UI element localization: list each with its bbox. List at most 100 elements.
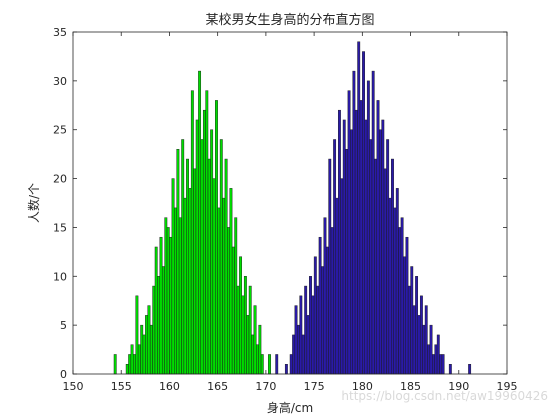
histogram-bar-0: [258, 324, 262, 375]
histogram-bar-0: [130, 344, 134, 375]
histogram-bar-0: [166, 227, 170, 375]
histogram-bar-1: [289, 354, 293, 375]
x-axis-label: 身高/cm: [267, 400, 313, 415]
watermark-text: https://blog.csdn.net/aw19960426: [341, 389, 548, 403]
histogram-bar-1: [292, 334, 296, 375]
histogram-bar-1: [403, 256, 406, 375]
histogram-bar-0: [217, 207, 221, 375]
histogram-bar-1: [371, 70, 375, 375]
histogram-bar-1: [427, 344, 431, 375]
histogram-bar-1: [304, 285, 308, 375]
histogram-bar-0: [188, 188, 192, 375]
histogram-bar-1: [340, 178, 344, 375]
histogram-bar-0: [215, 100, 218, 375]
histogram-bar-0: [190, 90, 194, 375]
histogram-bar-0: [256, 344, 259, 375]
x-tick-label: 160: [159, 380, 180, 393]
histogram-bar-1: [369, 139, 373, 375]
histogram-bar-0: [147, 305, 151, 375]
histogram-bar-0: [253, 305, 257, 375]
histogram-bar-1: [294, 305, 298, 375]
histogram-bar-1: [328, 158, 332, 375]
histogram-bar-1: [318, 236, 322, 375]
histogram-bar-1: [398, 227, 402, 375]
histogram-bar-0: [229, 188, 233, 375]
histogram-bar-0: [207, 158, 211, 375]
histogram-bar-1: [321, 266, 324, 375]
histogram-bar-1: [323, 217, 327, 375]
histogram-bar-0: [227, 227, 230, 375]
y-tick-label: 15: [53, 221, 67, 234]
histogram-bar-0: [195, 119, 199, 375]
histogram-bar-1: [275, 354, 279, 375]
histogram-bar-0: [169, 236, 173, 375]
histogram-bar-1: [354, 109, 358, 375]
x-tick-label: 155: [111, 380, 132, 393]
histogram-bar-1: [301, 334, 305, 375]
y-tick-label: 25: [53, 124, 67, 137]
histogram-bar-1: [468, 364, 472, 375]
histogram-bar-0: [236, 285, 240, 375]
histogram-bar-0: [125, 364, 129, 375]
histogram-bar-1: [352, 70, 356, 375]
histogram-bar-1: [350, 129, 353, 375]
histogram-bar-0: [178, 217, 182, 375]
histogram-bar-1: [309, 276, 312, 375]
histogram-bar-0: [251, 334, 255, 375]
histogram-bar-0: [241, 295, 245, 375]
histogram-bar-1: [405, 236, 409, 375]
histogram-bar-1: [316, 285, 320, 375]
y-tick-label: 35: [53, 26, 67, 39]
histogram-bar-1: [432, 354, 435, 375]
y-axis-label: 人数/个: [26, 183, 41, 223]
chart-title: 某校男女生身高的分布直方图: [205, 12, 374, 28]
histogram-bar-1: [333, 139, 337, 375]
histogram-bar-0: [198, 70, 202, 375]
histogram-bar-1: [337, 109, 341, 375]
histogram-bar-1: [422, 324, 426, 375]
histogram-bar-0: [243, 276, 247, 375]
histogram-bar-0: [239, 256, 243, 375]
histogram-bar-1: [393, 207, 397, 375]
histogram-bar-1: [434, 344, 438, 375]
y-tick-label: 5: [60, 319, 67, 332]
histogram-bar-0: [128, 354, 132, 375]
histogram-bar-0: [268, 354, 271, 375]
histogram-bar-0: [164, 217, 168, 375]
x-tick-label: 165: [207, 380, 228, 393]
histogram-bar-0: [200, 139, 204, 375]
histogram-bar-1: [439, 354, 443, 375]
histogram-bar-1: [415, 276, 419, 375]
histogram-bar-0: [176, 149, 180, 375]
histogram-bar-1: [383, 168, 387, 375]
histogram-bar-0: [135, 295, 139, 375]
x-tick-label: 150: [63, 380, 84, 393]
histogram-bar-0: [183, 197, 187, 375]
histogram-bar-1: [378, 129, 382, 375]
histogram-bar-1: [395, 188, 399, 375]
histogram-bar-0: [260, 354, 264, 375]
histogram-bar-0: [219, 139, 223, 375]
histogram-bar-0: [212, 178, 216, 375]
histogram-bar-0: [246, 315, 250, 375]
histogram-bar-1: [345, 149, 349, 375]
histogram-bar-0: [224, 158, 228, 375]
histogram-bar-0: [133, 354, 136, 375]
histogram-bar-1: [448, 364, 452, 375]
histogram-bar-1: [407, 285, 411, 375]
histogram-bar-1: [359, 100, 363, 375]
histogram-bar-1: [299, 295, 303, 375]
histogram-bar-1: [376, 100, 380, 375]
histogram-bar-0: [222, 197, 226, 375]
x-tick-label: 180: [352, 380, 373, 393]
histogram-bar-0: [157, 276, 161, 375]
histogram-bar-0: [171, 178, 175, 375]
y-tick-label: 20: [53, 173, 67, 186]
x-tick-label: 190: [448, 380, 469, 393]
histogram-bar-0: [205, 90, 209, 375]
histogram-bar-0: [154, 246, 158, 375]
y-tick-label: 30: [53, 75, 67, 88]
histogram-bar-1: [436, 334, 440, 375]
histogram-bar-0: [161, 266, 165, 375]
